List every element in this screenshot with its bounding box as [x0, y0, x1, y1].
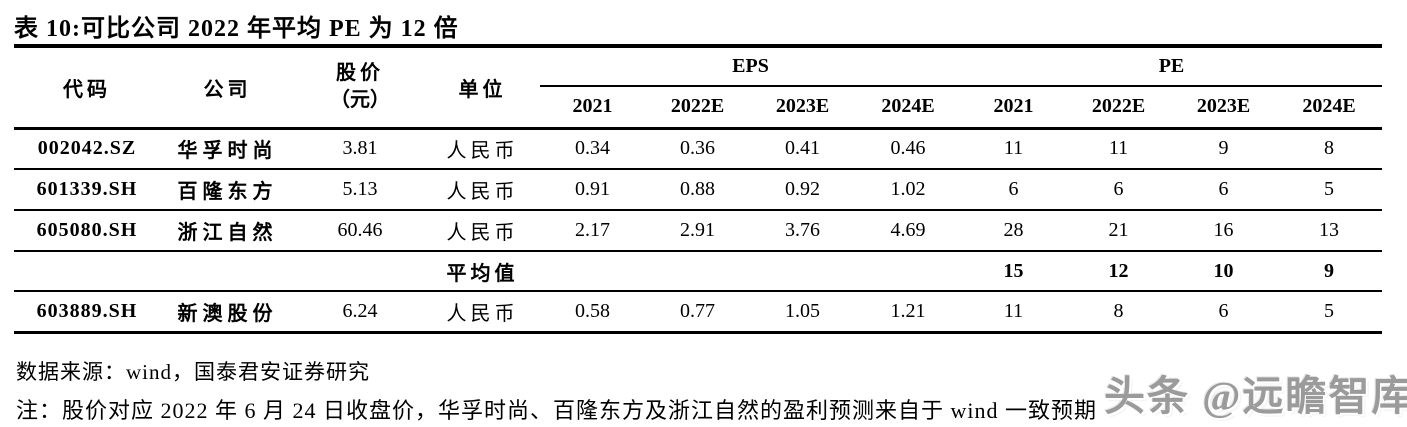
year-header: 2024E	[1276, 86, 1382, 130]
table-row: 601339.SH 百隆东方 5.13 人民币 0.91 0.88 0.92 1…	[14, 169, 1382, 211]
data-source-note: 数据来源：wind，国泰君安证券研究	[16, 360, 370, 384]
cell-price: 3.81	[295, 128, 425, 170]
cell-code: 605080.SH	[14, 210, 160, 252]
col-header-price-line1: 股价	[336, 62, 384, 85]
cell-unit: 人民币	[425, 169, 540, 211]
year-header: 2023E	[1171, 86, 1276, 130]
cell-eps-2022e: 0.77	[645, 291, 750, 334]
cell-pe-2024e: 5	[1276, 169, 1382, 211]
cell-avg-pe-2023e: 10	[1171, 251, 1276, 292]
cell-company: 新澳股份	[160, 291, 295, 334]
average-row: 平均值 15 12 10 9	[14, 251, 1382, 292]
cell-pe-2022e: 8	[1066, 291, 1171, 334]
cell-eps-2023e: 0.92	[750, 169, 855, 211]
cell-pe-2023e: 9	[1171, 128, 1276, 170]
cell-pe-2023e: 16	[1171, 210, 1276, 252]
cell-pe-2021: 28	[961, 210, 1066, 252]
cell-empty	[855, 251, 961, 292]
cell-unit: 人民币	[425, 128, 540, 170]
cell-pe-2021: 11	[961, 128, 1066, 170]
cell-pe-2021: 11	[961, 291, 1066, 334]
cell-pe-2024e: 8	[1276, 128, 1382, 170]
cell-empty	[645, 251, 750, 292]
cell-code: 601339.SH	[14, 169, 160, 211]
cell-eps-2024e: 1.02	[855, 169, 961, 211]
cell-avg-pe-2022e: 12	[1066, 251, 1171, 292]
cell-unit: 人民币	[425, 210, 540, 252]
cell-eps-2024e: 0.46	[855, 128, 961, 170]
cell-avg-pe-2024e: 9	[1276, 251, 1382, 292]
cell-pe-2023e: 6	[1171, 169, 1276, 211]
col-header-code: 代码	[14, 46, 160, 130]
cell-empty	[14, 251, 160, 292]
cell-eps-2021: 2.17	[540, 210, 645, 252]
footnote: 注：股价对应 2022 年 6 月 24 日收盘价，华孚时尚、百隆东方及浙江自然…	[16, 398, 1098, 423]
cell-eps-2024e: 1.21	[855, 291, 961, 334]
year-header: 2022E	[1066, 86, 1171, 130]
cell-eps-2024e: 4.69	[855, 210, 961, 252]
cell-eps-2021: 0.58	[540, 291, 645, 334]
table-row: 605080.SH 浙江自然 60.46 人民币 2.17 2.91 3.76 …	[14, 210, 1382, 252]
cell-eps-2022e: 2.91	[645, 210, 750, 252]
cell-price: 60.46	[295, 210, 425, 252]
cell-empty	[160, 251, 295, 292]
col-header-price: 股价 （元）	[295, 46, 425, 130]
cell-company: 浙江自然	[160, 210, 295, 252]
group-header-eps: EPS	[540, 46, 961, 87]
cell-empty	[750, 251, 855, 292]
cell-eps-2021: 0.91	[540, 169, 645, 211]
cell-company: 百隆东方	[160, 169, 295, 211]
cell-empty	[540, 251, 645, 292]
year-header: 2024E	[855, 86, 961, 130]
watermark: 头条 @远瞻智库	[1104, 373, 1407, 419]
year-header: 2022E	[645, 86, 750, 130]
year-header: 2021	[540, 86, 645, 130]
table-title: 表 10:可比公司 2022 年平均 PE 为 12 倍	[14, 16, 459, 42]
cell-pe-2024e: 5	[1276, 291, 1382, 334]
cell-eps-2021: 0.34	[540, 128, 645, 170]
cell-eps-2022e: 0.36	[645, 128, 750, 170]
cell-eps-2023e: 3.76	[750, 210, 855, 252]
cell-company: 华孚时尚	[160, 128, 295, 170]
cell-price: 6.24	[295, 291, 425, 334]
cell-eps-2023e: 1.05	[750, 291, 855, 334]
year-header: 2021	[961, 86, 1066, 130]
cell-pe-2022e: 11	[1066, 128, 1171, 170]
comparable-companies-table: 代码 公司 股价 （元） 单位 EPS PE 2021 2022E 2023E …	[14, 44, 1382, 334]
table-row: 603889.SH 新澳股份 6.24 人民币 0.58 0.77 1.05 1…	[14, 291, 1382, 334]
year-header: 2023E	[750, 86, 855, 130]
col-header-price-line2: （元）	[330, 89, 390, 112]
cell-eps-2023e: 0.41	[750, 128, 855, 170]
cell-pe-2023e: 6	[1171, 291, 1276, 334]
cell-pe-2024e: 13	[1276, 210, 1382, 252]
col-header-company: 公司	[160, 46, 295, 130]
table-row: 002042.SZ 华孚时尚 3.81 人民币 0.34 0.36 0.41 0…	[14, 128, 1382, 170]
cell-empty	[295, 251, 425, 292]
cell-unit: 人民币	[425, 291, 540, 334]
cell-code: 002042.SZ	[14, 128, 160, 170]
cell-price: 5.13	[295, 169, 425, 211]
cell-avg-pe-2021: 15	[961, 251, 1066, 292]
cell-pe-2021: 6	[961, 169, 1066, 211]
cell-pe-2022e: 6	[1066, 169, 1171, 211]
cell-eps-2022e: 0.88	[645, 169, 750, 211]
cell-code: 603889.SH	[14, 291, 160, 334]
average-label: 平均值	[425, 251, 540, 292]
group-header-pe: PE	[961, 46, 1382, 87]
cell-pe-2022e: 21	[1066, 210, 1171, 252]
col-header-unit: 单位	[425, 46, 540, 130]
